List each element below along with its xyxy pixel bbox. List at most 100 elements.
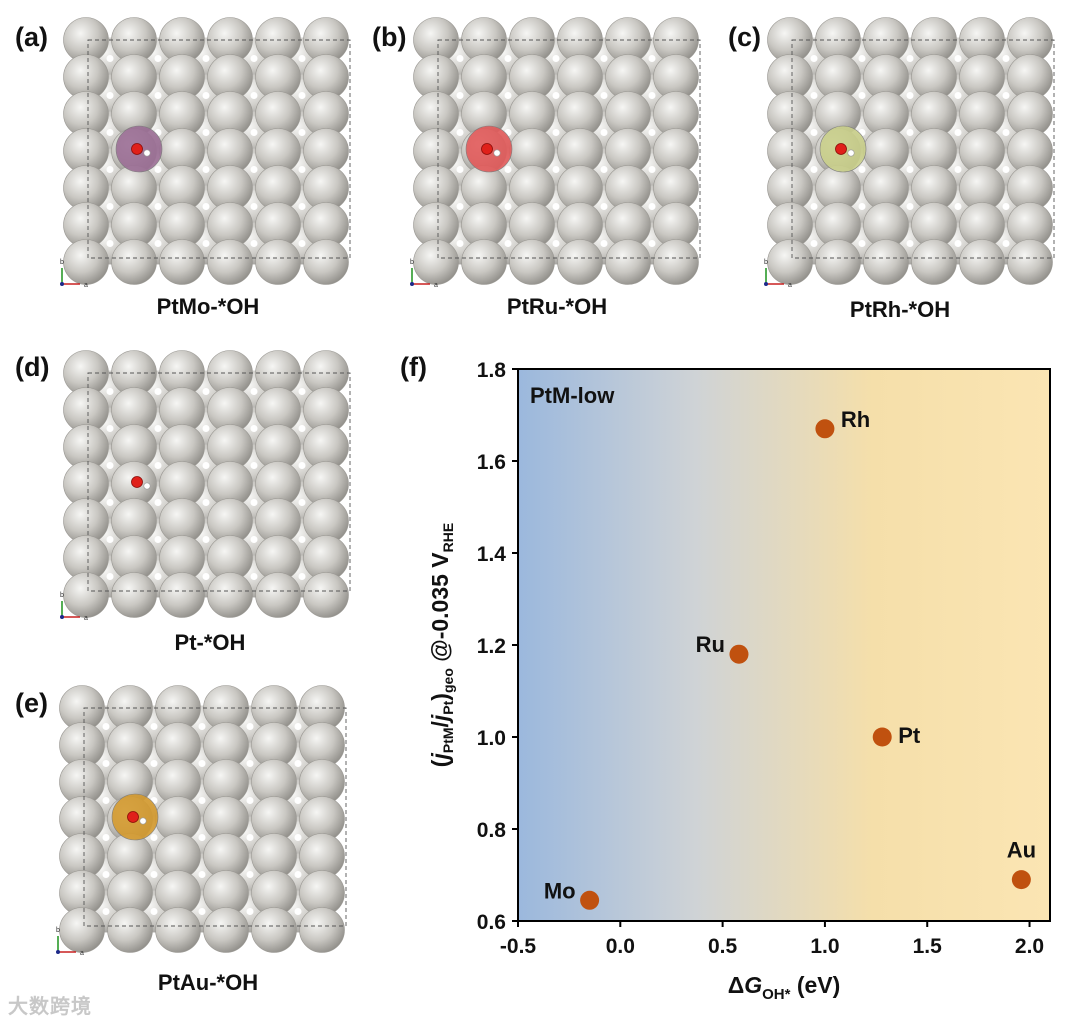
hollow-site <box>246 908 254 915</box>
panel-label-b: (b) <box>372 22 407 52</box>
hollow-site <box>150 871 158 878</box>
hollow-site <box>1002 55 1010 62</box>
x-tick-label: 0.5 <box>708 935 738 958</box>
hollow-site <box>298 462 306 469</box>
structure-e: ba <box>56 685 347 955</box>
data-point-rh <box>815 419 835 439</box>
axis-glyph: ba <box>60 592 88 620</box>
y-tick-label: 1.8 <box>477 359 507 382</box>
hollow-site <box>552 129 560 136</box>
hollow-site <box>246 760 254 767</box>
hollow-site <box>456 129 464 136</box>
x-axis-label: ΔGOH* (eV) <box>728 972 841 1003</box>
hollow-site <box>202 425 210 432</box>
pt-atom <box>207 239 253 285</box>
hollow-site <box>1002 203 1010 210</box>
hollow-site <box>294 834 302 841</box>
hollow-site <box>246 797 254 804</box>
hollow-site <box>202 388 210 395</box>
hollow-site <box>456 55 464 62</box>
hollow-site <box>298 240 306 247</box>
hollow-site <box>154 573 162 580</box>
hollow-site <box>954 55 962 62</box>
hollow-site <box>198 723 206 730</box>
hollow-site <box>154 499 162 506</box>
structure-c: ba <box>764 17 1055 287</box>
oxygen-atom <box>131 476 143 488</box>
hollow-site <box>106 92 114 99</box>
hollow-site <box>552 240 560 247</box>
hollow-site <box>810 92 818 99</box>
oxygen-atom <box>835 143 847 155</box>
hollow-site <box>102 834 110 841</box>
hollow-site <box>102 760 110 767</box>
hollow-site <box>810 129 818 136</box>
hollow-site <box>600 129 608 136</box>
hydrogen-atom <box>143 149 151 157</box>
hollow-site <box>250 129 258 136</box>
hollow-site <box>954 240 962 247</box>
y-tick-label: 1.6 <box>477 451 506 474</box>
hollow-site <box>810 166 818 173</box>
hollow-site <box>102 871 110 878</box>
hollow-site <box>246 871 254 878</box>
hollow-site <box>154 55 162 62</box>
unit-cell-box <box>87 372 351 592</box>
hollow-site <box>154 166 162 173</box>
hollow-site <box>106 388 114 395</box>
hollow-site <box>456 92 464 99</box>
panel-label-f: (f) <box>400 352 427 382</box>
unit-cell-box <box>87 39 351 259</box>
unit-cell-box <box>791 39 1055 259</box>
hollow-site <box>298 573 306 580</box>
hollow-site <box>552 203 560 210</box>
hydrogen-atom <box>143 482 151 490</box>
hollow-site <box>504 92 512 99</box>
hollow-site <box>600 92 608 99</box>
pt-atom <box>107 907 153 953</box>
hollow-site <box>552 166 560 173</box>
b-axis-label: b <box>60 259 64 266</box>
y-tick-label: 1.4 <box>477 543 507 566</box>
pt-atom <box>767 239 813 285</box>
hollow-site <box>102 797 110 804</box>
caption-b: PtRu-*OH <box>506 294 608 319</box>
hollow-site <box>202 536 210 543</box>
hollow-site <box>1002 129 1010 136</box>
hollow-site <box>298 203 306 210</box>
hollow-site <box>810 55 818 62</box>
caption-c: PtRh-*OH <box>849 297 951 322</box>
structure-a: ba <box>60 17 351 287</box>
hollow-site <box>648 92 656 99</box>
hollow-site <box>456 166 464 173</box>
hollow-site <box>150 908 158 915</box>
data-point-mo <box>580 890 600 910</box>
data-point-ru <box>729 644 749 664</box>
hollow-site <box>298 129 306 136</box>
hollow-site <box>106 425 114 432</box>
y-axis-label: (jPtM/jPt)geo @-0.035 VRHE <box>427 523 456 767</box>
a-axis-label: a <box>80 950 84 955</box>
pt-atom <box>255 239 301 285</box>
pt-atom <box>155 907 201 953</box>
oxygen-atom <box>127 811 139 823</box>
hollow-site <box>202 166 210 173</box>
hollow-site <box>858 92 866 99</box>
hollow-site <box>504 55 512 62</box>
panel-label-c: (c) <box>728 22 761 52</box>
pt-atom <box>111 239 157 285</box>
oxygen-atom <box>481 143 493 155</box>
hollow-site <box>504 240 512 247</box>
hollow-site <box>298 536 306 543</box>
hollow-site <box>198 797 206 804</box>
hollow-site <box>858 203 866 210</box>
hollow-site <box>202 92 210 99</box>
watermark: 大数跨境 <box>8 996 92 1018</box>
hollow-site <box>648 166 656 173</box>
hollow-site <box>858 166 866 173</box>
data-label-rh: Rh <box>841 407 870 432</box>
hollow-site <box>504 203 512 210</box>
unit-cell-box <box>83 707 347 927</box>
hollow-site <box>198 834 206 841</box>
panel-label-a: (a) <box>15 22 48 52</box>
